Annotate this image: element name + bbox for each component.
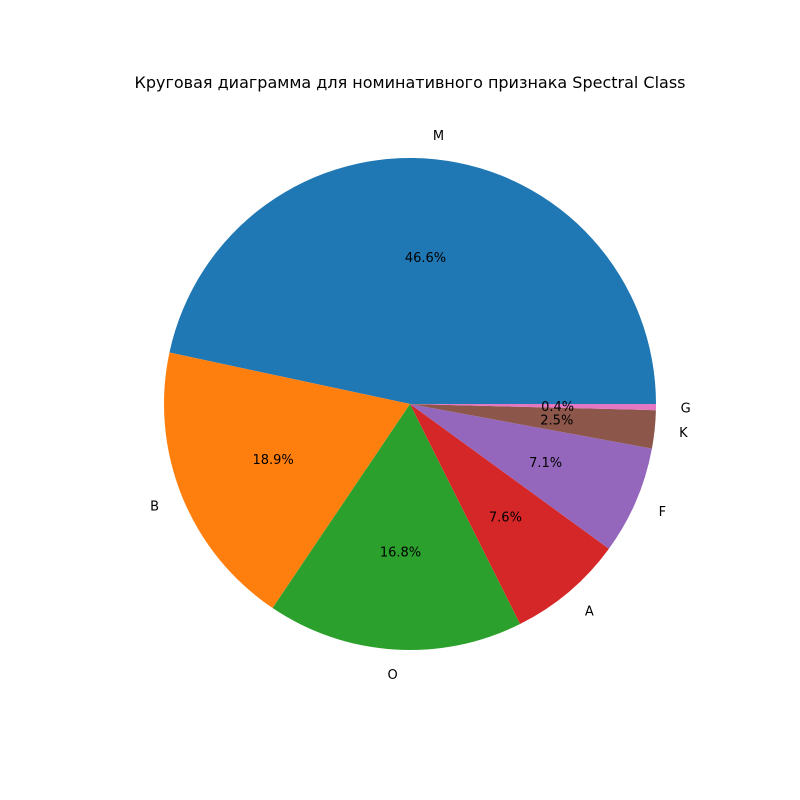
- slice-percent-a: 7.6%: [489, 511, 522, 526]
- pie-slice-k: [410, 404, 656, 449]
- pie-slice-a: [410, 404, 609, 625]
- slice-label-k: K: [679, 426, 688, 441]
- pie-slice-o: [272, 404, 521, 650]
- slice-label-o: O: [387, 668, 397, 683]
- pie-slice-b: [163, 352, 410, 609]
- slice-label-b: B: [150, 499, 159, 514]
- slice-percent-f: 7.1%: [529, 456, 562, 471]
- slice-percent-o: 16.8%: [380, 545, 421, 560]
- slice-percent-m: 46.6%: [405, 251, 446, 266]
- pie-slice-m: [169, 158, 656, 404]
- slice-label-m: M: [433, 129, 444, 144]
- slice-label-a: A: [585, 604, 594, 619]
- slice-percent-k: 2.5%: [540, 413, 573, 428]
- slice-percent-b: 18.9%: [252, 453, 293, 468]
- pie-slice-g: [410, 404, 656, 411]
- pie-labels: M 46.6% B 18.9% O 16.8% A 7.6% F 7.1% K 2.5% G 0.4%: [150, 129, 691, 683]
- slice-label-f: F: [659, 505, 666, 520]
- slice-percent-g: 0.4%: [541, 400, 574, 415]
- pie-slice-f: [410, 404, 652, 549]
- chart-title: Круговая диаграмма для номинативного при…: [134, 73, 685, 92]
- slice-label-g: G: [681, 401, 691, 416]
- pie-slices: [163, 158, 656, 650]
